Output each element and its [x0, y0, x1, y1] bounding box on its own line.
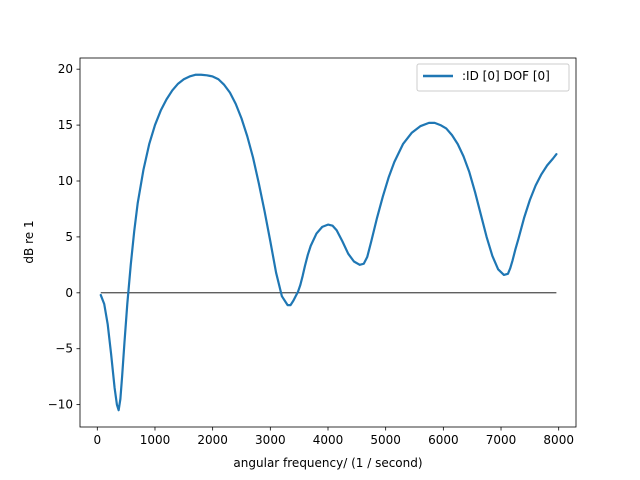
x-tick-label: 3000 — [255, 433, 286, 447]
series-line-0 — [99, 73, 558, 412]
y-tick-label: 0 — [65, 286, 73, 300]
x-tick-label: 7000 — [486, 433, 517, 447]
y-tick-label: −10 — [48, 398, 73, 412]
legend-entry-label: :ID [0] DOF [0] — [462, 69, 550, 83]
series-layer — [99, 73, 558, 412]
x-tick-label: 0 — [93, 433, 101, 447]
y-axis-label: dB re 1 — [22, 220, 36, 263]
plot-background — [80, 58, 576, 427]
y-tick-label: 20 — [58, 62, 73, 76]
y-tick-label: −5 — [55, 342, 73, 356]
x-tick-label: 4000 — [313, 433, 344, 447]
x-axis-ticks: 0 1000 2000 3000 4000 5000 6000 7000 8000 — [93, 427, 574, 447]
x-tick-label: 2000 — [197, 433, 228, 447]
legend: :ID [0] DOF [0] — [416, 63, 570, 92]
y-axis-ticks: −10 −5 0 5 10 15 20 — [48, 62, 80, 412]
y-tick-label: 10 — [58, 174, 73, 188]
legend-box — [416, 63, 570, 92]
x-tick-label: 6000 — [428, 433, 459, 447]
x-tick-label: 1000 — [140, 433, 171, 447]
plot-area — [80, 58, 576, 427]
x-axis-label: angular frequency/ (1 / second) — [233, 456, 422, 470]
x-tick-label: 5000 — [370, 433, 401, 447]
x-tick-label: 8000 — [543, 433, 574, 447]
y-tick-label: 15 — [58, 118, 73, 132]
y-tick-label: 5 — [65, 230, 73, 244]
